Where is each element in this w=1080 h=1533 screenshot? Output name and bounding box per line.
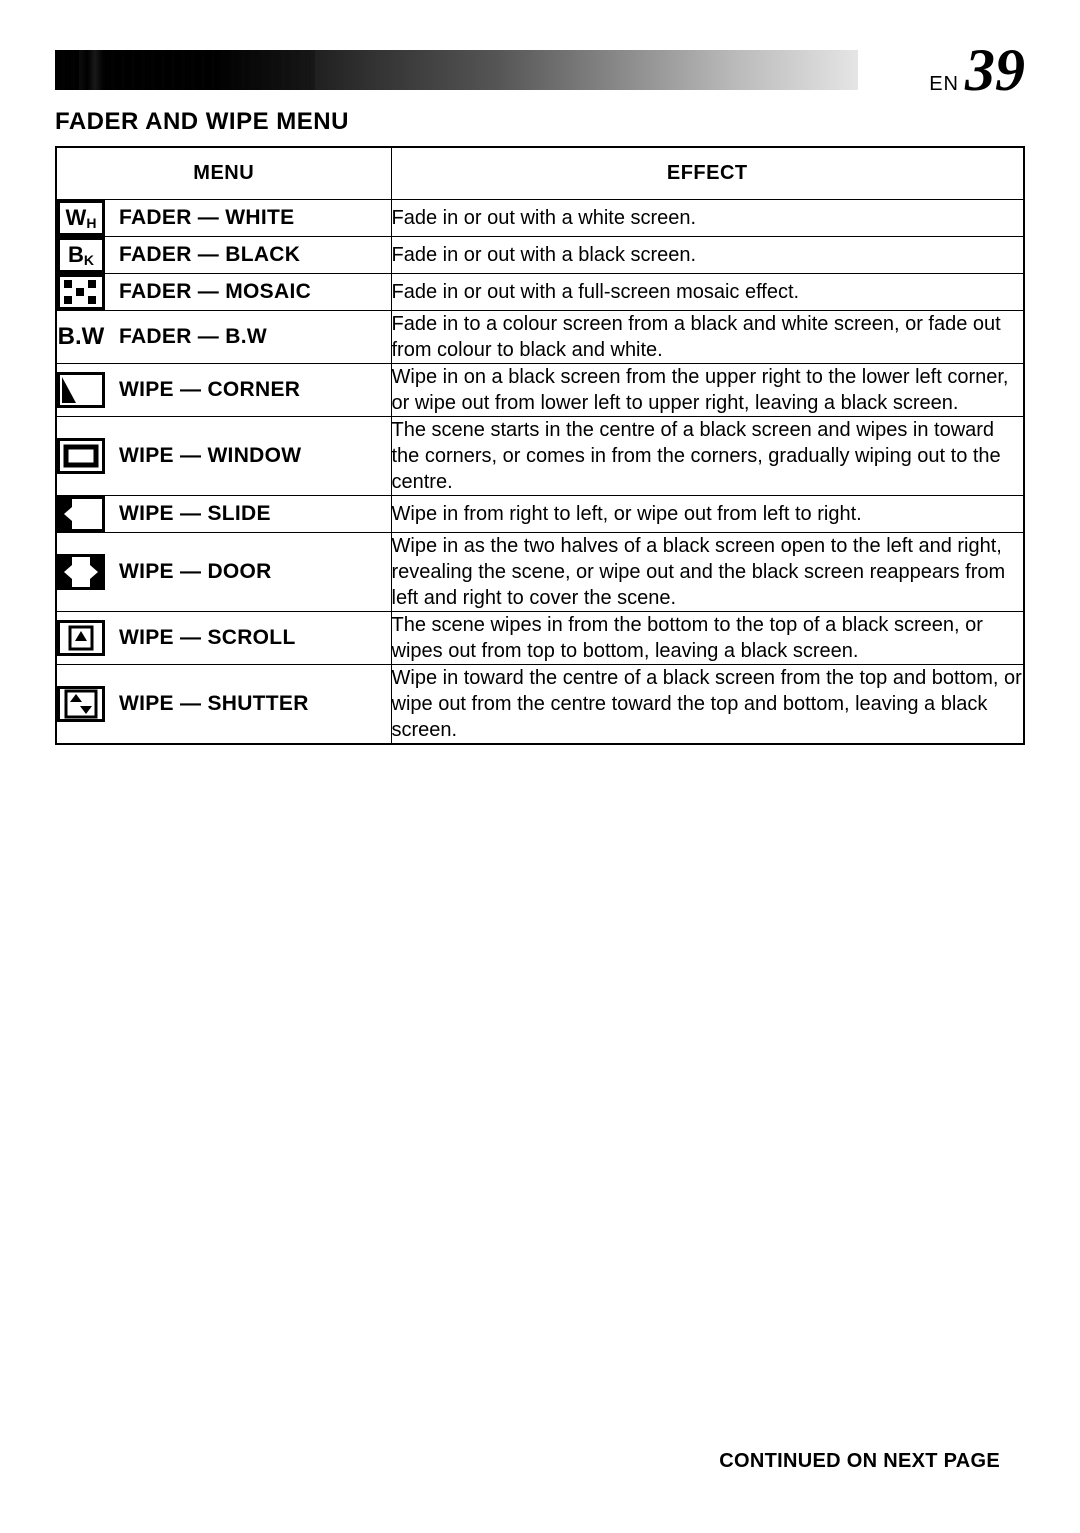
effect-cell: Fade in or out with a white screen.	[391, 200, 1024, 237]
menu-label: WIPE — SLIDE	[119, 502, 271, 526]
window-icon	[57, 438, 105, 474]
table-row: WIPE — SCROLL The scene wipes in from the…	[56, 612, 1024, 665]
effect-cell: Wipe in from right to left, or wipe out …	[391, 496, 1024, 533]
effect-cell: Wipe in as the two halves of a black scr…	[391, 533, 1024, 612]
effect-cell: Wipe in on a black screen from the upper…	[391, 364, 1024, 417]
menu-cell: WIPE — DOOR	[56, 533, 391, 612]
continued-footer: CONTINUED ON NEXT PAGE	[719, 1450, 1000, 1473]
door-icon	[57, 554, 105, 590]
scroll-icon	[57, 620, 105, 656]
page-number: 39	[965, 40, 1025, 100]
menu-cell: WIPE — SLIDE	[56, 496, 391, 533]
slide-icon	[57, 496, 105, 532]
table-row: WIPE — SHUTTER Wipe in toward the centre …	[56, 665, 1024, 745]
table-row: WIPE — WINDOW The scene starts in the cen…	[56, 417, 1024, 496]
menu-cell: B.W FADER — B.W	[56, 311, 391, 364]
text-icon: BK	[57, 237, 105, 273]
menu-cell: BK FADER — BLACK	[56, 237, 391, 274]
header-gradient-bar	[55, 50, 858, 90]
menu-label: WIPE — SCROLL	[119, 626, 296, 650]
table-row: BK FADER — BLACK Fade in or out with a bla…	[56, 237, 1024, 274]
menu-label: FADER — WHITE	[119, 206, 294, 230]
table-row: WIPE — DOOR Wipe in as the two halves of …	[56, 533, 1024, 612]
menu-cell: WIPE — SCROLL	[56, 612, 391, 665]
effect-cell: Fade in or out with a black screen.	[391, 237, 1024, 274]
table-row: B.W FADER — B.W Fade in to a colour screen…	[56, 311, 1024, 364]
effect-cell: Fade in to a colour screen from a black …	[391, 311, 1024, 364]
header-menu: MENU	[56, 147, 391, 200]
fader-wipe-table: MENU EFFECT WH FADER — WHITE Fade in or ou…	[55, 146, 1025, 745]
table-row: WH FADER — WHITE Fade in or out with a whi…	[56, 200, 1024, 237]
menu-label: FADER — B.W	[119, 325, 267, 349]
menu-cell: WIPE — SHUTTER	[56, 665, 391, 745]
menu-cell: WIPE — WINDOW	[56, 417, 391, 496]
text-icon: WH	[57, 200, 105, 236]
menu-label: WIPE — CORNER	[119, 378, 300, 402]
table-row: FADER — MOSAIC Fade in or out with a full…	[56, 274, 1024, 311]
effect-cell: Fade in or out with a full-screen mosaic…	[391, 274, 1024, 311]
menu-label: WIPE — SHUTTER	[119, 692, 309, 716]
table-row: WIPE — CORNER Wipe in on a black screen f…	[56, 364, 1024, 417]
corner-icon	[57, 372, 105, 408]
menu-label: WIPE — WINDOW	[119, 444, 301, 468]
section-title: FADER AND WIPE MENU	[55, 108, 1025, 136]
page-number-block: EN 39	[929, 40, 1025, 100]
shutter-icon	[57, 686, 105, 722]
mosaic-icon	[57, 274, 105, 310]
effect-cell: Wipe in toward the centre of a black scr…	[391, 665, 1024, 745]
table-row: WIPE — SLIDE Wipe in from right to left, …	[56, 496, 1024, 533]
menu-cell: WH FADER — WHITE	[56, 200, 391, 237]
menu-label: WIPE — DOOR	[119, 560, 272, 584]
menu-cell: WIPE — CORNER	[56, 364, 391, 417]
table-header-row: MENU EFFECT	[56, 147, 1024, 200]
language-label: EN	[929, 73, 959, 96]
effect-cell: The scene wipes in from the bottom to th…	[391, 612, 1024, 665]
page-header: EN 39	[55, 50, 1025, 100]
menu-label: FADER — MOSAIC	[119, 280, 311, 304]
effect-cell: The scene starts in the centre of a blac…	[391, 417, 1024, 496]
menu-label: FADER — BLACK	[119, 243, 300, 267]
header-effect: EFFECT	[391, 147, 1024, 200]
bw-icon: B.W	[57, 323, 105, 351]
menu-cell: FADER — MOSAIC	[56, 274, 391, 311]
